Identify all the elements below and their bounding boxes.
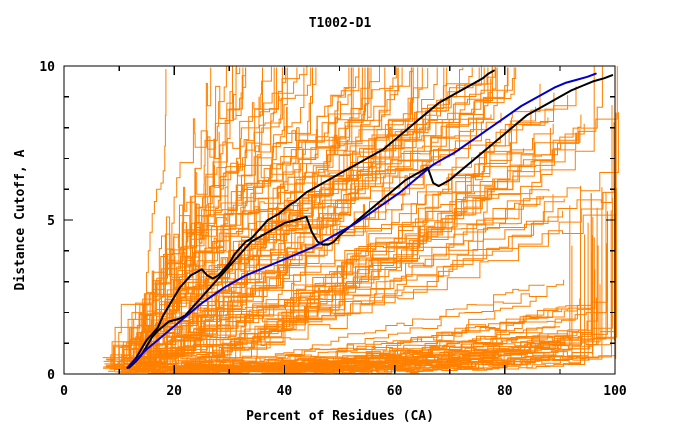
x-tick-label: 80 — [497, 384, 513, 399]
ensemble-curve — [132, 210, 612, 369]
ensemble-curve — [249, 205, 571, 374]
ensemble-curve — [130, 67, 372, 368]
axis-labels-group: Percent of Residues (CA) Distance Cutoff… — [13, 149, 434, 424]
ensemble-curve — [135, 196, 541, 372]
ensemble-curve — [264, 225, 581, 374]
axes-group — [63, 65, 616, 375]
ensemble-curve — [189, 148, 524, 372]
ensemble-curve — [185, 112, 619, 365]
ensemble-curve — [135, 78, 492, 363]
x-tick-label: 40 — [277, 384, 293, 399]
ensemble-curve — [183, 66, 603, 373]
ensemble-curve — [186, 284, 601, 370]
ensemble-outlier-curve — [138, 69, 167, 366]
ensemble-curve — [153, 269, 596, 369]
tick-labels-group: 0 20 40 60 80 100 0 5 10 — [39, 60, 627, 399]
x-tick-label: 20 — [166, 384, 182, 399]
ensemble-curve — [106, 67, 354, 366]
ensemble-curve — [183, 122, 615, 366]
x-tick-label: 100 — [603, 384, 627, 399]
ensemble-curve — [124, 334, 539, 373]
ensemble-curve — [133, 67, 212, 362]
y-axis-label: Distance Cutoff, A — [13, 149, 28, 290]
x-axis-label: Percent of Residues (CA) — [246, 409, 434, 424]
highlight-curve-highlight-black-1 — [126, 69, 495, 369]
x-tick-label: 60 — [387, 384, 403, 399]
ensemble-curve — [160, 112, 617, 369]
ensemble-curve — [180, 132, 577, 360]
y-tick-label: 0 — [47, 368, 55, 383]
y-tick-label: 10 — [39, 60, 55, 75]
ensemble-curve — [128, 67, 445, 358]
ensemble-curve — [145, 326, 560, 374]
page-title: T1002-D1 — [308, 16, 372, 31]
ensemble-curve — [119, 67, 275, 365]
ensemble-curve — [144, 65, 241, 366]
ensemble-curve — [137, 67, 414, 360]
x-tick-label: 0 — [60, 384, 68, 399]
ensemble-curve — [153, 197, 613, 370]
highlight-curve-highlight-black-2 — [128, 74, 614, 369]
highlight-curve-group — [126, 69, 614, 369]
ensemble-curve — [165, 114, 582, 367]
ensemble-curve — [117, 114, 492, 363]
ensemble-curve — [122, 67, 312, 373]
ensemble-curve — [115, 210, 564, 374]
y-tick-label: 5 — [47, 214, 55, 229]
highlight-curve-highlight-blue — [126, 72, 597, 369]
ensemble-curve — [201, 189, 550, 366]
